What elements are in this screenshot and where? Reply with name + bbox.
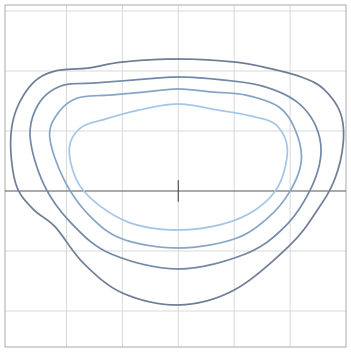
contour-line-2 bbox=[29, 76, 322, 270]
contour-series bbox=[9, 58, 345, 306]
contour-line-1 bbox=[9, 58, 345, 306]
plot-frame bbox=[4, 4, 347, 348]
grid-lines bbox=[5, 5, 347, 347]
contour-line-3 bbox=[48, 88, 303, 249]
contour-line-4 bbox=[68, 103, 289, 231]
